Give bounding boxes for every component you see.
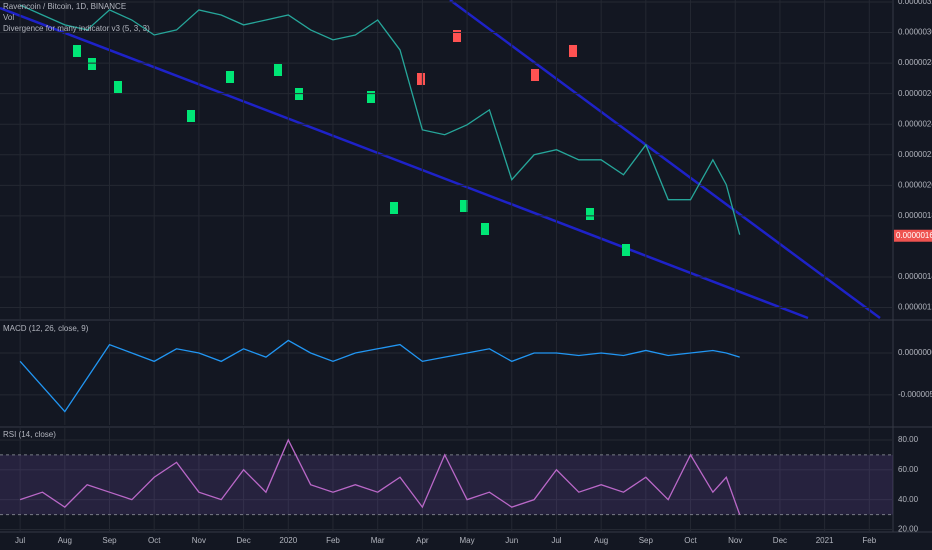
- y-tick-label: 40.00: [898, 495, 919, 504]
- x-tick-label: Dec: [773, 536, 787, 545]
- y-tick-label: 0.00000140: [898, 272, 932, 281]
- y-tick-label: 20.00: [898, 525, 919, 534]
- x-tick-label: Feb: [326, 536, 340, 545]
- y-tick-label: 0.00000320: [898, 0, 932, 6]
- rsi-band: [0, 454, 893, 515]
- y-tick-label: 0.0000000: [898, 348, 932, 357]
- x-tick-label: May: [459, 536, 474, 545]
- y-tick-label: 0.00000240: [898, 119, 932, 128]
- x-tick-label: Jul: [551, 536, 561, 545]
- x-tick-label: Aug: [594, 536, 608, 545]
- y-tick-label: 60.00: [898, 465, 919, 474]
- series-line: [19, 4, 741, 235]
- x-tick-label: Jun: [505, 536, 518, 545]
- y-tick-label: 0.00000220: [898, 150, 932, 159]
- series-line: [19, 438, 741, 515]
- x-tick-label: Oct: [148, 536, 161, 545]
- x-tick-label: Apr: [416, 536, 429, 545]
- legend-entry: Vol: [3, 13, 14, 22]
- y-tick-label: 0.00000180: [898, 211, 932, 220]
- y-tick-label: 0.00000120: [898, 303, 932, 312]
- x-tick-label: 2020: [279, 536, 297, 545]
- pane-title: MACD (12, 26, close, 9): [3, 324, 89, 333]
- x-tick-label: Nov: [728, 536, 742, 545]
- trend-line: [0, 6, 809, 320]
- x-tick-label: Nov: [192, 536, 206, 545]
- legend-entry: Divergence for many indicator v3 (5, 3, …: [3, 24, 150, 33]
- x-tick-label: Jul: [15, 536, 25, 545]
- pane-title: Ravencoin / Bitcoin, 1D, BINANCE: [3, 2, 126, 11]
- y-tick-label: 0.00000300: [898, 28, 932, 37]
- price-tag: [894, 229, 932, 242]
- x-tick-label: Oct: [684, 536, 697, 545]
- x-tick-label: Mar: [371, 536, 385, 545]
- y-tick-label: -0.0000050: [898, 390, 932, 399]
- x-tick-label: Sep: [102, 536, 117, 545]
- x-tick-label: Feb: [862, 536, 876, 545]
- series-line: [19, 339, 740, 413]
- y-tick-label: 0.00000260: [898, 89, 932, 98]
- y-tick-label: 80.00: [898, 435, 919, 444]
- y-tick-label: 0.00000280: [898, 58, 932, 67]
- x-tick-label: Aug: [58, 536, 72, 545]
- x-tick-label: 2021: [816, 536, 834, 545]
- x-tick-label: Sep: [639, 536, 654, 545]
- pane-title: RSI (14, close): [3, 430, 56, 439]
- trend-line: [449, 0, 881, 320]
- x-tick-label: Dec: [236, 536, 250, 545]
- y-tick-label: 0.00000200: [898, 180, 932, 189]
- price-tag-label: 0.00000167: [896, 231, 932, 240]
